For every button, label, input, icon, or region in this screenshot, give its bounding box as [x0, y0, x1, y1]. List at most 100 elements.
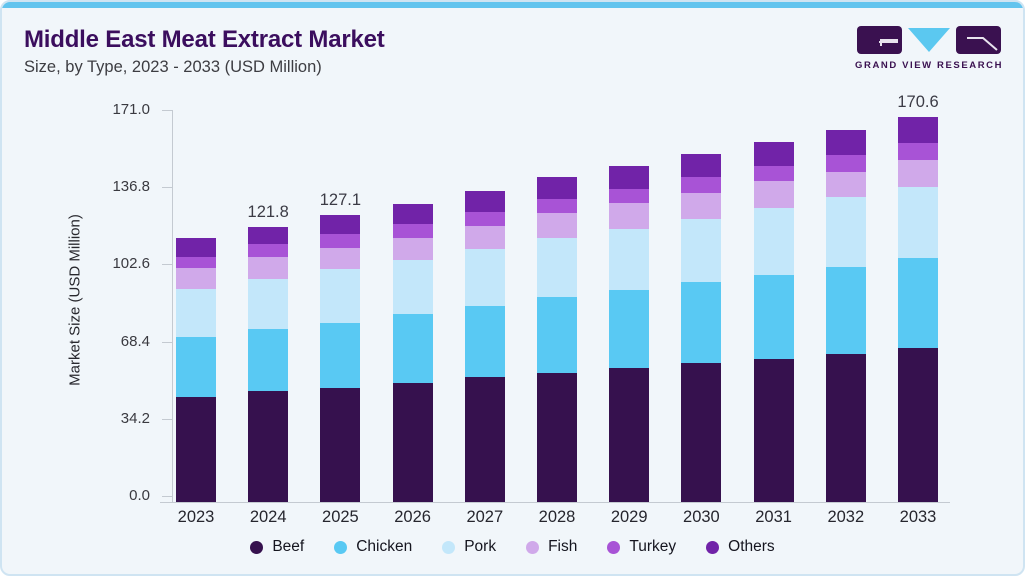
- bar-2031[interactable]: [753, 110, 794, 502]
- bar-segment-pork-2024[interactable]: [248, 279, 289, 330]
- bar-segment-pork-2025[interactable]: [320, 269, 361, 323]
- bar-segment-turkey-2025[interactable]: [320, 234, 361, 249]
- bar-segment-turkey-2033[interactable]: [898, 142, 938, 161]
- bar-segment-fish-2024[interactable]: [248, 256, 289, 280]
- bar-segment-others-2026[interactable]: [392, 203, 433, 224]
- bar-segment-pork-2032[interactable]: [825, 197, 866, 268]
- bar-segment-pork-2027[interactable]: [464, 249, 505, 306]
- bar-segment-turkey-2024[interactable]: [248, 244, 289, 257]
- bar-2028[interactable]: [537, 110, 577, 502]
- y-tick-mark: [162, 110, 172, 111]
- bar-segment-chicken-2032[interactable]: [825, 267, 866, 355]
- bar-segment-beef-2029[interactable]: [609, 368, 650, 502]
- legend-item-others[interactable]: Others: [706, 538, 775, 556]
- y-tick-mark: [162, 496, 172, 497]
- y-tick-label: 34.2: [120, 409, 150, 427]
- x-tick-label-2027: 2027: [466, 508, 504, 526]
- legend-item-chicken[interactable]: Chicken: [334, 538, 412, 556]
- bar-segment-pork-2028[interactable]: [537, 237, 577, 298]
- bar-segment-beef-2024[interactable]: [248, 390, 289, 502]
- bar-segment-fish-2028[interactable]: [537, 212, 577, 238]
- bar-segment-others-2029[interactable]: [609, 166, 650, 189]
- bar-segment-beef-2026[interactable]: [392, 382, 433, 502]
- bar-segment-chicken-2030[interactable]: [681, 281, 722, 363]
- bar-segment-fish-2027[interactable]: [464, 225, 505, 250]
- bar-segment-beef-2023[interactable]: [176, 396, 216, 502]
- bar-2024[interactable]: [248, 110, 289, 502]
- bar-segment-chicken-2029[interactable]: [609, 290, 650, 369]
- legend-label: Pork: [464, 538, 497, 555]
- bar-segment-fish-2029[interactable]: [609, 202, 650, 229]
- bar-segment-fish-2031[interactable]: [753, 181, 794, 208]
- bar-segment-chicken-2033[interactable]: [898, 257, 938, 348]
- legend-item-turkey[interactable]: Turkey: [607, 538, 676, 556]
- bar-segment-pork-2033[interactable]: [898, 186, 938, 258]
- bar-segment-pork-2026[interactable]: [392, 260, 433, 315]
- bar-2032[interactable]: [825, 110, 866, 502]
- bar-segment-chicken-2025[interactable]: [320, 322, 361, 388]
- bar-segment-beef-2032[interactable]: [825, 354, 866, 502]
- bar-segment-others-2031[interactable]: [753, 142, 794, 166]
- x-tick-label-2023: 2023: [177, 508, 215, 526]
- bar-segment-chicken-2031[interactable]: [753, 274, 794, 359]
- bar-segment-chicken-2027[interactable]: [464, 305, 505, 377]
- bar-segment-beef-2025[interactable]: [320, 387, 361, 502]
- bar-segment-others-2033[interactable]: [898, 116, 938, 143]
- bar-segment-pork-2023[interactable]: [176, 289, 216, 338]
- bar-segment-others-2030[interactable]: [681, 154, 722, 177]
- bar-segment-fish-2026[interactable]: [392, 237, 433, 261]
- bar-2033[interactable]: [898, 110, 938, 502]
- bar-segment-beef-2027[interactable]: [464, 376, 505, 502]
- legend-label: Fish: [548, 538, 578, 555]
- bar-segment-fish-2030[interactable]: [681, 192, 722, 219]
- bar-segment-turkey-2030[interactable]: [681, 176, 722, 193]
- y-axis-line: [172, 110, 173, 502]
- bar-segment-others-2023[interactable]: [176, 237, 216, 257]
- bar-segment-chicken-2026[interactable]: [392, 314, 433, 383]
- legend-label: Chicken: [356, 538, 413, 555]
- bar-segment-fish-2033[interactable]: [898, 160, 938, 187]
- bar-segment-fish-2023[interactable]: [176, 268, 216, 290]
- bar-segment-fish-2032[interactable]: [825, 171, 866, 198]
- bar-2029[interactable]: [609, 110, 650, 502]
- bar-segment-others-2027[interactable]: [464, 190, 505, 212]
- legend-item-fish[interactable]: Fish: [526, 538, 577, 556]
- bar-segment-turkey-2029[interactable]: [609, 188, 650, 203]
- bar-2023[interactable]: [176, 110, 216, 502]
- grand-view-research-logo: GRAND VIEW RESEARCH: [855, 24, 1003, 71]
- bar-segment-others-2025[interactable]: [320, 215, 361, 235]
- bar-segment-turkey-2031[interactable]: [753, 165, 794, 182]
- legend-item-pork[interactable]: Pork: [442, 538, 496, 556]
- bar-segment-others-2032[interactable]: [825, 129, 866, 156]
- y-tick-mark: [162, 187, 172, 189]
- bar-segment-turkey-2023[interactable]: [176, 256, 216, 269]
- bar-segment-others-2028[interactable]: [537, 176, 577, 199]
- bar-2025[interactable]: [320, 110, 361, 502]
- bar-segment-fish-2025[interactable]: [320, 248, 361, 270]
- bar-segment-chicken-2024[interactable]: [248, 329, 289, 391]
- bar-segment-turkey-2028[interactable]: [537, 198, 577, 213]
- bar-segment-pork-2029[interactable]: [609, 228, 650, 291]
- bar-segment-turkey-2032[interactable]: [825, 155, 866, 172]
- legend-item-beef[interactable]: Beef: [250, 538, 304, 556]
- bar-segment-others-2024[interactable]: [248, 227, 289, 245]
- bar-segment-turkey-2027[interactable]: [464, 211, 505, 226]
- bar-segment-beef-2031[interactable]: [753, 358, 794, 502]
- bar-2027[interactable]: [464, 110, 505, 502]
- y-tick-label: 102.6: [112, 255, 150, 273]
- y-tick-mark: [162, 341, 172, 343]
- bar-2030[interactable]: [681, 110, 722, 502]
- bar-segment-turkey-2026[interactable]: [392, 223, 433, 238]
- bar-segment-chicken-2023[interactable]: [176, 337, 216, 397]
- bar-segment-pork-2030[interactable]: [681, 218, 722, 282]
- bar-segment-chicken-2028[interactable]: [537, 297, 577, 373]
- bar-segment-beef-2033[interactable]: [898, 347, 938, 502]
- legend-dot-pork: [442, 540, 456, 554]
- x-tick-label-2028: 2028: [538, 508, 576, 526]
- bar-2026[interactable]: [392, 110, 433, 502]
- bar-segment-pork-2031[interactable]: [753, 207, 794, 275]
- bar-segment-beef-2028[interactable]: [537, 372, 577, 502]
- bar-segment-beef-2030[interactable]: [681, 362, 722, 502]
